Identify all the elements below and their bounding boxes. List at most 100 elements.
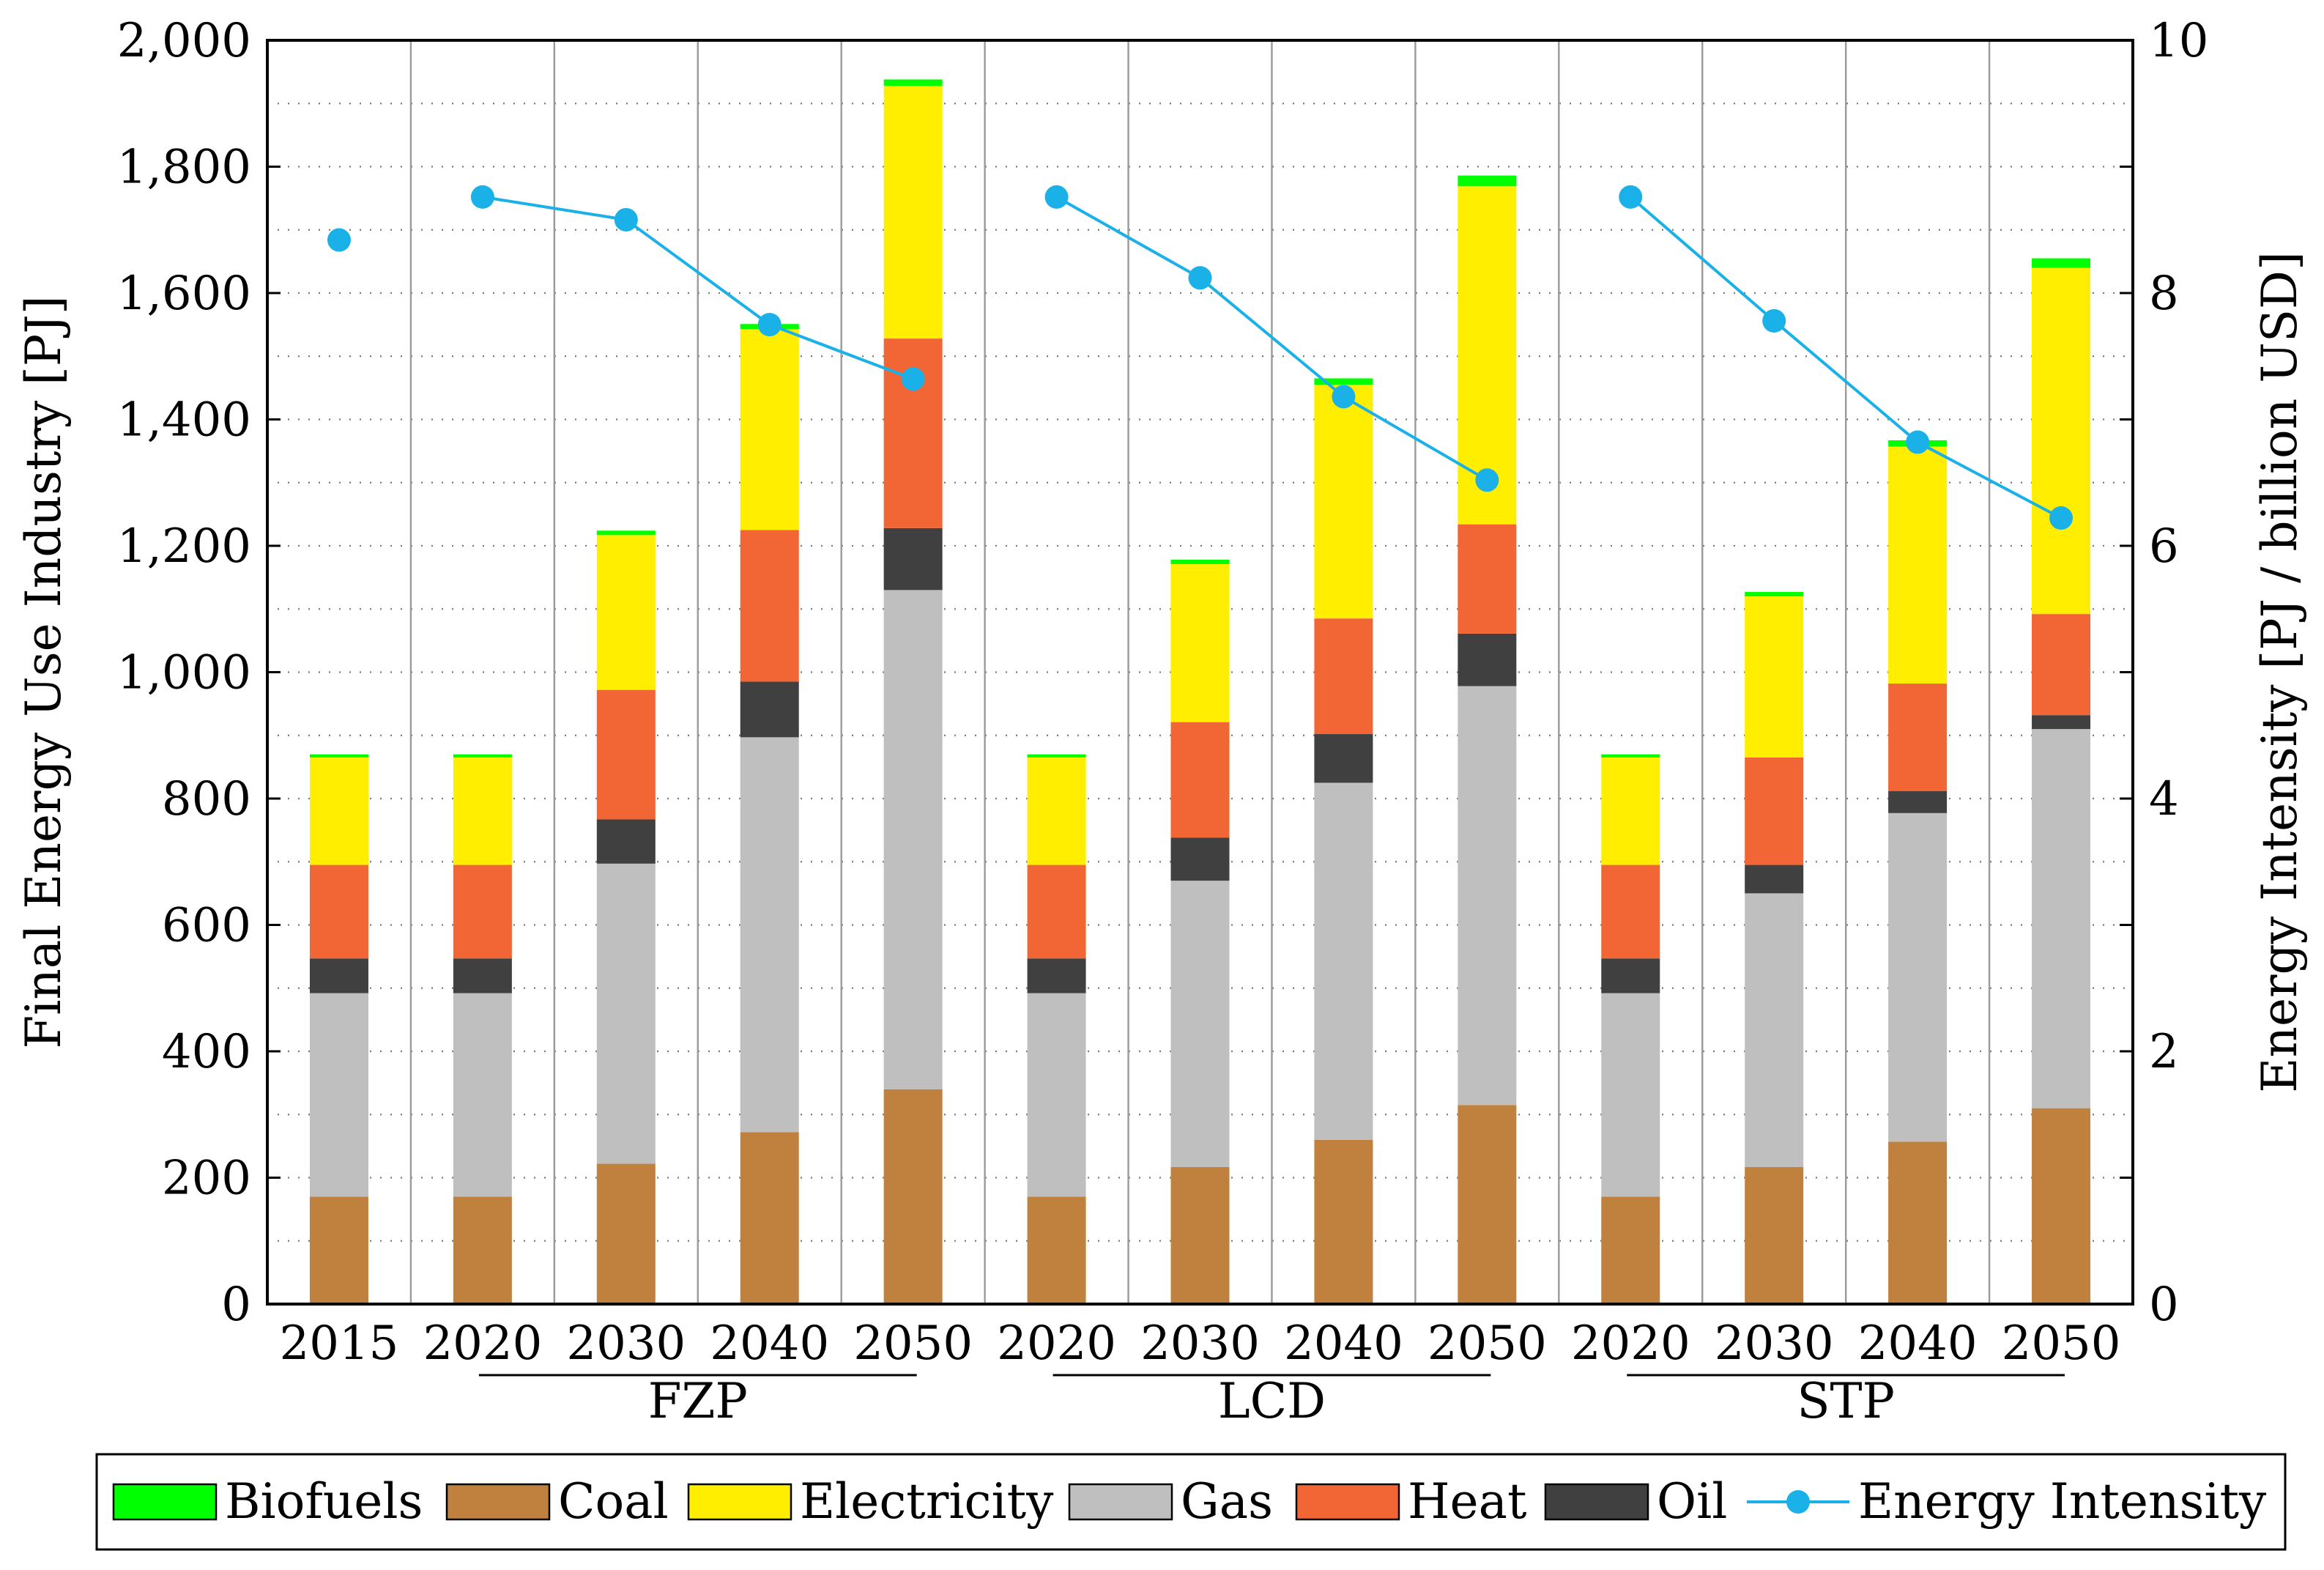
bar-biofuels-2 xyxy=(596,530,656,536)
bar-electricity-1 xyxy=(453,757,512,865)
bar-gas-1 xyxy=(453,993,512,1197)
energy-intensity-line-segment-1 xyxy=(1055,196,1488,482)
y-tick-label: 1,800 xyxy=(117,141,251,195)
energy-intensity-line-segment-2 xyxy=(1629,196,2062,519)
legend-swatch-electricity xyxy=(687,1483,792,1521)
bar-electricity-12 xyxy=(2032,267,2091,615)
x-tick-label: 2050 xyxy=(2002,1317,2121,1371)
y-tick-label: 600 xyxy=(162,899,251,953)
bar-electricity-0 xyxy=(309,757,368,865)
legend-label-biofuels: Biofuels xyxy=(225,1473,423,1530)
energy-intensity-point-12 xyxy=(2049,506,2074,530)
energy-intensity-point-1 xyxy=(470,185,494,209)
y2-tick-label: 2 xyxy=(2149,1025,2179,1079)
bar-electricity-3 xyxy=(740,329,799,530)
x-tick-label: 2015 xyxy=(280,1317,399,1371)
bar-heat-10 xyxy=(1745,757,1804,865)
bar-coal-8 xyxy=(1458,1105,1517,1304)
group-label: LCD xyxy=(1218,1373,1326,1429)
bar-coal-6 xyxy=(1170,1166,1230,1304)
y-tick-label: 400 xyxy=(162,1025,251,1079)
bar-electricity-6 xyxy=(1170,564,1230,722)
energy-intensity-point-8 xyxy=(1475,468,1499,492)
bar-coal-0 xyxy=(309,1196,368,1304)
energy-intensity-point-7 xyxy=(1332,385,1356,409)
bar-biofuels-6 xyxy=(1170,559,1230,565)
energy-intensity-point-2 xyxy=(614,207,638,232)
energy-intensity-point-9 xyxy=(1619,185,1643,209)
bar-oil-5 xyxy=(1027,958,1086,993)
x-tick-label: 2040 xyxy=(1858,1317,1978,1371)
energy-intensity-line-segment-0 xyxy=(482,195,914,381)
bar-electricity-5 xyxy=(1027,757,1086,865)
bar-oil-7 xyxy=(1314,734,1373,783)
bar-biofuels-10 xyxy=(1745,591,1804,596)
bar-oil-3 xyxy=(740,681,799,738)
bar-coal-1 xyxy=(453,1196,512,1304)
y2-tick-label: 6 xyxy=(2149,519,2179,574)
legend-swatch-heat xyxy=(1295,1483,1400,1521)
bar-gas-9 xyxy=(1601,993,1660,1197)
x-tick-label: 2050 xyxy=(853,1317,973,1371)
legend-marker-energy-intensity xyxy=(1786,1490,1810,1514)
bar-biofuels-7 xyxy=(1314,378,1373,385)
bar-gas-7 xyxy=(1314,782,1373,1140)
x-tick-label: 2030 xyxy=(1715,1317,1834,1371)
y2-tick-label: 8 xyxy=(2149,267,2179,321)
bar-oil-10 xyxy=(1745,864,1804,894)
bar-heat-12 xyxy=(2032,614,2091,716)
bar-electricity-2 xyxy=(596,535,656,690)
legend-swatch-coal xyxy=(445,1483,551,1521)
energy-intensity-point-11 xyxy=(1906,430,1930,454)
energy-intensity-point-10 xyxy=(1762,308,1786,333)
bar-coal-2 xyxy=(596,1163,656,1304)
y-axis-title: Final Energy Use Industry [PJ] xyxy=(15,295,72,1048)
bar-biofuels-8 xyxy=(1458,175,1517,187)
bar-oil-9 xyxy=(1601,958,1660,993)
y2-axis-title: Energy Intensity [PJ / billion USD] xyxy=(2251,251,2308,1092)
y2-tick-label: 0 xyxy=(2149,1278,2179,1332)
bar-gas-10 xyxy=(1745,893,1804,1167)
bar-gas-4 xyxy=(883,590,943,1089)
bar-heat-6 xyxy=(1170,722,1230,838)
bar-heat-1 xyxy=(453,864,512,959)
x-tick-label: 2030 xyxy=(1140,1317,1260,1371)
bar-electricity-4 xyxy=(883,86,943,339)
y-tick-label: 1,400 xyxy=(117,393,251,448)
bar-coal-4 xyxy=(883,1089,943,1304)
bar-gas-3 xyxy=(740,737,799,1133)
bar-heat-3 xyxy=(740,530,799,682)
legend-label-coal: Coal xyxy=(558,1473,669,1530)
bar-gas-11 xyxy=(1888,812,1948,1142)
bar-oil-4 xyxy=(883,527,943,590)
x-tick-label: 2050 xyxy=(1428,1317,1547,1371)
y-tick-label: 1,600 xyxy=(117,267,251,321)
bar-coal-3 xyxy=(740,1132,799,1304)
bar-coal-5 xyxy=(1027,1196,1086,1304)
legend-swatch-gas xyxy=(1068,1483,1173,1521)
legend-label-oil: Oil xyxy=(1657,1473,1727,1530)
bar-gas-6 xyxy=(1170,881,1230,1167)
bar-coal-11 xyxy=(1888,1141,1948,1304)
bar-heat-0 xyxy=(309,864,368,959)
legend-swatch-biofuels xyxy=(112,1483,218,1521)
bar-heat-4 xyxy=(883,338,943,528)
bar-coal-12 xyxy=(2032,1108,2091,1304)
energy-intensity-point-3 xyxy=(757,313,782,337)
legend-label-energy-intensity: Energy Intensity xyxy=(1858,1473,2267,1530)
bar-oil-1 xyxy=(453,958,512,993)
bar-oil-2 xyxy=(596,819,656,864)
y-tick-label: 1,000 xyxy=(117,646,251,700)
bar-heat-9 xyxy=(1601,864,1660,959)
bar-biofuels-0 xyxy=(309,754,368,758)
legend-label-gas: Gas xyxy=(1181,1473,1273,1530)
y-tick-label: 0 xyxy=(221,1278,251,1332)
bar-biofuels-9 xyxy=(1601,754,1660,758)
bar-biofuels-1 xyxy=(453,754,512,758)
legend-swatch-oil xyxy=(1544,1483,1649,1521)
y-tick-label: 200 xyxy=(162,1152,251,1206)
bar-oil-8 xyxy=(1458,633,1517,686)
x-tick-label: 2020 xyxy=(997,1317,1116,1371)
